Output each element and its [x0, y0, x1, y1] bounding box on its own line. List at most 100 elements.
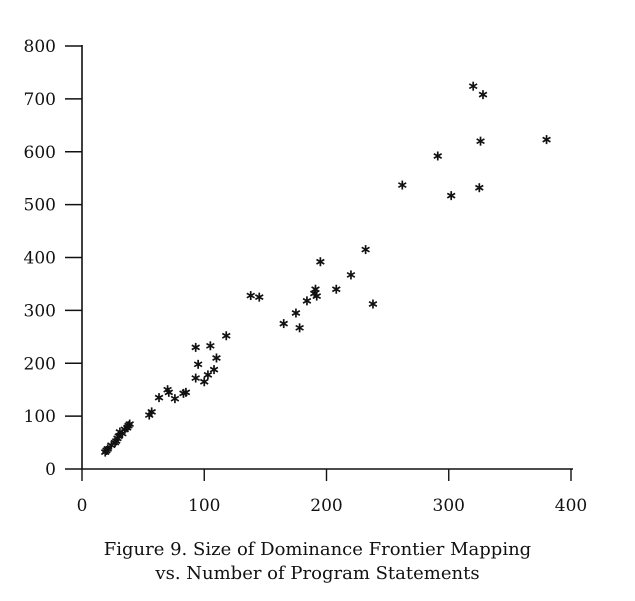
point-stroke [199, 378, 209, 385]
figure-caption: Figure 9. Size of Dominance Frontier Map… [0, 538, 635, 586]
data-point [312, 291, 322, 301]
data-point [212, 353, 221, 363]
y-tick-label: 200 [24, 354, 56, 374]
data-point [346, 270, 356, 280]
point-stroke [144, 412, 154, 419]
x-tick-label: 300 [433, 496, 465, 516]
y-tick-label: 300 [24, 301, 56, 321]
data-point [221, 331, 231, 341]
point-stroke [118, 430, 127, 437]
data-point [478, 90, 488, 100]
data-point [199, 377, 209, 387]
point-stroke [316, 258, 325, 265]
data-point [206, 341, 215, 351]
point-stroke [209, 366, 219, 373]
data-point [311, 284, 320, 294]
point-stroke [191, 344, 201, 351]
y-tick-label: 500 [24, 196, 56, 216]
point-stroke [203, 371, 213, 378]
point-stroke [295, 324, 304, 331]
x-tick-label: 400 [555, 496, 587, 516]
tick-group: 0 100 200 300 400 500 600 700 800 0 100 200 300 400 [24, 37, 588, 516]
data-point [291, 308, 301, 318]
point-stroke [212, 354, 221, 361]
x-tick-label: 100 [188, 496, 220, 516]
data-point [361, 245, 370, 255]
caption-line-2: vs. Number of Program Statements [155, 563, 480, 584]
point-stroke [191, 375, 201, 382]
point-stroke [346, 271, 356, 278]
point-stroke [246, 292, 256, 299]
data-point [474, 183, 484, 193]
point-stroke [254, 294, 264, 301]
data-point [433, 151, 443, 161]
point-stroke [113, 435, 122, 442]
data-point [203, 370, 213, 380]
point-stroke [154, 394, 164, 401]
point-stroke [147, 408, 157, 415]
data-point [170, 394, 180, 404]
point-stroke [291, 310, 301, 317]
data-point [191, 342, 201, 352]
point-stroke [311, 286, 320, 293]
data-point [191, 373, 201, 383]
point-stroke [468, 83, 478, 90]
data-point [103, 444, 112, 454]
y-tick-label: 100 [24, 407, 56, 427]
point-stroke [170, 395, 180, 402]
point-stroke [193, 361, 203, 368]
point-stroke [331, 286, 341, 293]
data-point [147, 407, 157, 417]
data-point [368, 299, 378, 309]
data-point [397, 180, 407, 190]
point-stroke [446, 192, 456, 199]
point-stroke [122, 424, 132, 431]
point-stroke [125, 421, 134, 428]
point-stroke [221, 332, 231, 339]
point-stroke [181, 389, 191, 396]
point-stroke [111, 437, 121, 444]
point-stroke [206, 342, 215, 349]
data-point [164, 387, 174, 397]
data-point [246, 291, 256, 301]
point-stroke [361, 246, 370, 253]
data-point [193, 359, 203, 369]
data-point [254, 292, 264, 302]
data-point [125, 419, 134, 429]
data-point [542, 135, 551, 145]
data-point [316, 257, 325, 267]
y-tick-label: 400 [24, 249, 56, 269]
data-points [100, 81, 551, 457]
caption-line-1: Figure 9. Size of Dominance Frontier Map… [103, 539, 532, 560]
scatter-chart: 0 100 200 300 400 500 600 700 800 0 100 200 300 400 [24, 37, 588, 516]
y-tick-label: 600 [24, 143, 56, 163]
chart-axes [81, 45, 573, 470]
data-point [468, 81, 478, 91]
point-stroke [474, 184, 484, 191]
point-stroke [397, 182, 407, 189]
point-stroke [433, 152, 443, 159]
point-stroke [164, 389, 174, 396]
point-stroke [368, 301, 378, 308]
point-stroke [312, 293, 322, 300]
data-point [446, 191, 456, 201]
point-stroke [478, 91, 488, 98]
point-stroke [476, 138, 485, 145]
x-tick-label: 0 [77, 496, 88, 516]
point-stroke [542, 136, 551, 143]
data-point [295, 323, 304, 333]
point-stroke [302, 297, 312, 304]
y-tick-label: 700 [24, 90, 56, 110]
data-point [331, 284, 341, 294]
y-tick-label: 0 [45, 460, 56, 480]
data-point [476, 136, 485, 146]
data-point [181, 387, 191, 397]
data-point [302, 296, 312, 306]
point-stroke [103, 445, 112, 452]
data-point [154, 393, 164, 403]
data-point [209, 365, 219, 375]
point-stroke [279, 320, 289, 327]
data-point [279, 319, 289, 329]
x-tick-label: 200 [310, 496, 342, 516]
y-tick-label: 800 [24, 37, 56, 57]
